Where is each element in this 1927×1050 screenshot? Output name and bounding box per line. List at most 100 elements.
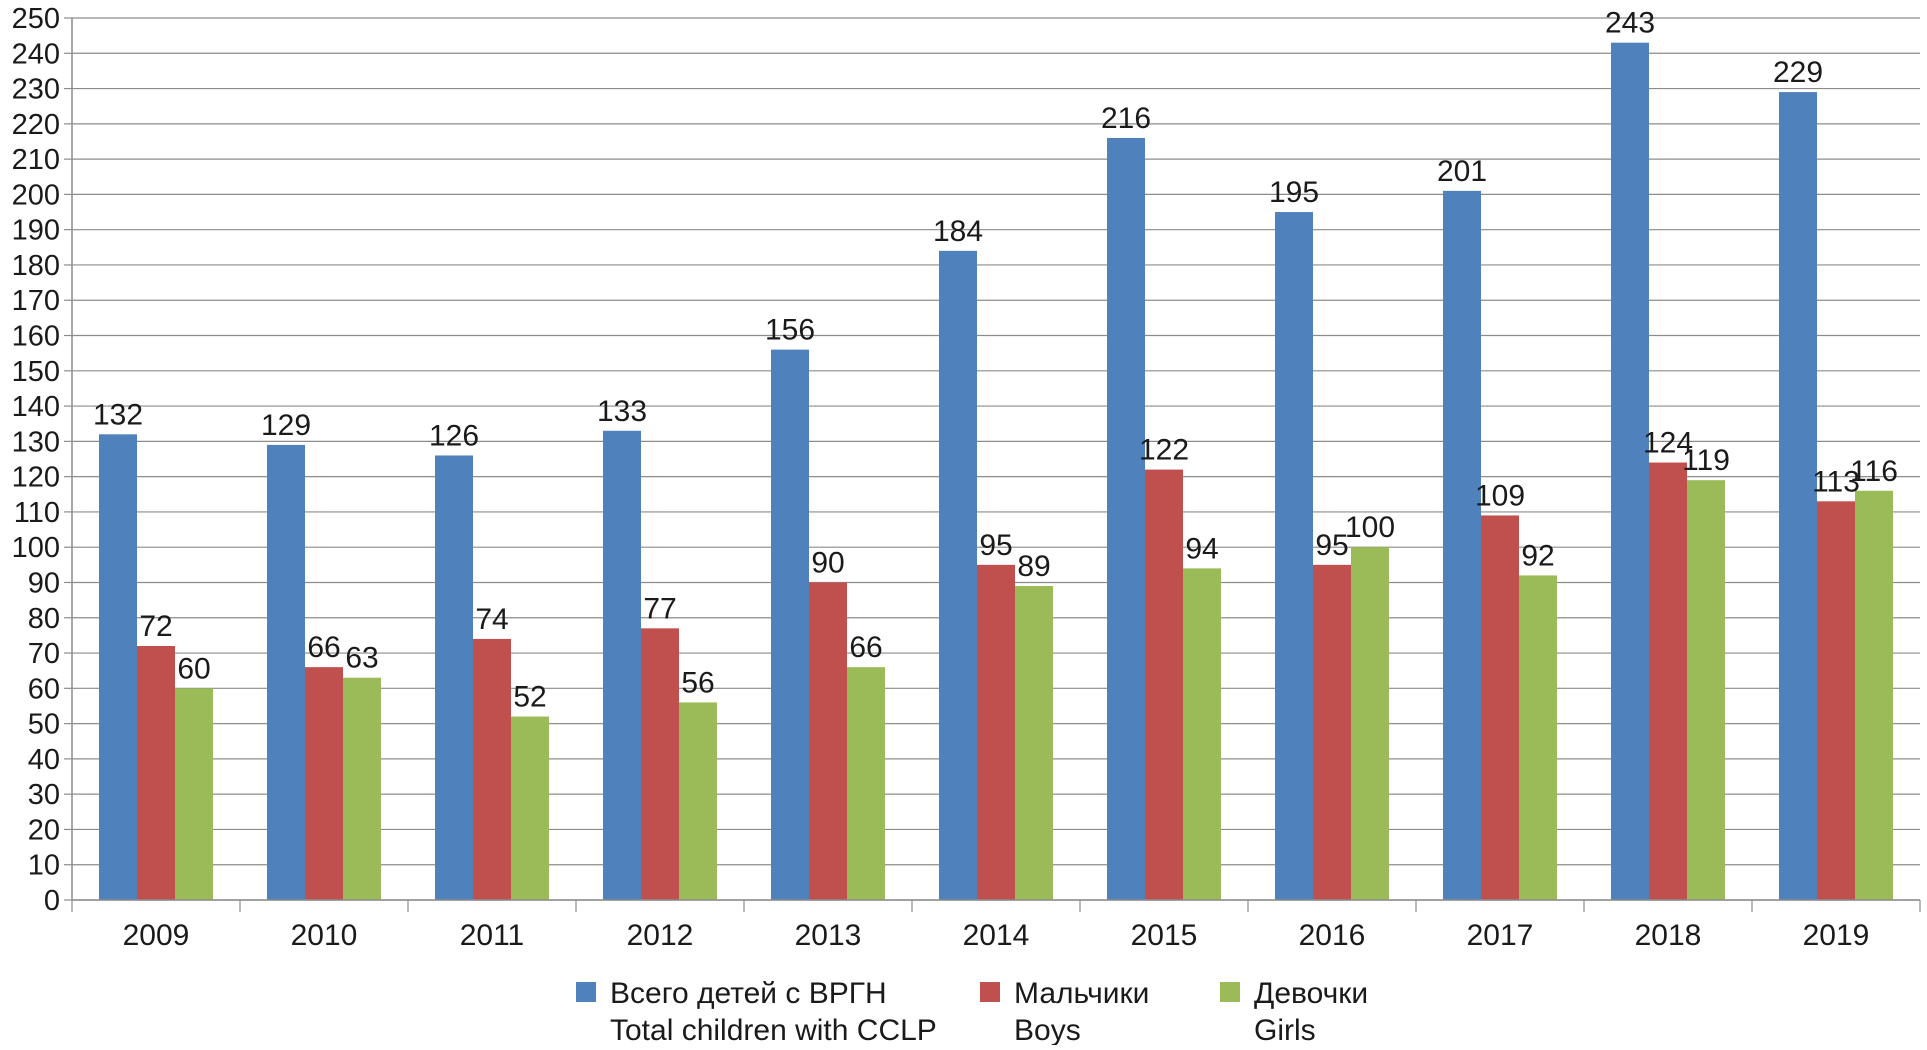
bar-girls (1855, 490, 1893, 900)
axes: 0102030405060708090100110120130140150160… (12, 3, 1921, 952)
bar-total (1275, 212, 1313, 901)
y-tick-label: 130 (12, 426, 60, 458)
data-label: 66 (307, 631, 340, 664)
bar-boys (809, 582, 847, 900)
data-label: 94 (1185, 532, 1218, 565)
data-label: 184 (933, 215, 983, 248)
bar-girls (1351, 547, 1389, 900)
x-tick-label: 2014 (963, 919, 1030, 952)
data-label: 92 (1521, 539, 1554, 572)
legend-label: Девочки (1254, 977, 1368, 1010)
data-label: 132 (93, 398, 143, 431)
x-tick-label: 2018 (1635, 919, 1702, 952)
data-label: 72 (139, 610, 172, 643)
legend-swatch (576, 982, 596, 1002)
data-label: 95 (979, 529, 1012, 562)
data-label: 90 (811, 546, 844, 579)
x-tick-label: 2015 (1131, 919, 1198, 952)
y-tick-label: 20 (28, 814, 60, 846)
y-tick-label: 240 (12, 38, 60, 70)
bar-total (1443, 190, 1481, 900)
legend-label: Мальчики (1014, 977, 1149, 1010)
data-label: 216 (1101, 102, 1151, 135)
data-label: 195 (1269, 176, 1319, 209)
bar-boys (305, 667, 343, 900)
legend-label-en: Total children with CCLP (610, 1014, 937, 1045)
data-label: 129 (261, 409, 311, 442)
data-label: 243 (1605, 7, 1655, 40)
data-label: 229 (1773, 56, 1823, 89)
data-label: 74 (475, 603, 508, 636)
x-tick-label: 2019 (1803, 919, 1870, 952)
y-tick-label: 10 (28, 850, 60, 882)
data-label: 56 (681, 666, 714, 699)
bar-boys (137, 645, 175, 900)
y-tick-label: 70 (28, 638, 60, 670)
data-label: 63 (345, 642, 378, 675)
legend-swatch (980, 982, 1000, 1002)
bar-boys (641, 628, 679, 900)
legend-label-en: Girls (1254, 1014, 1316, 1045)
bar-total (267, 444, 305, 900)
legend-label: Всего детей с ВРГН (610, 977, 887, 1010)
data-label: 156 (765, 314, 815, 347)
legend-swatch (1220, 982, 1240, 1002)
y-tick-label: 180 (12, 250, 60, 282)
y-tick-label: 30 (28, 779, 60, 811)
bar-girls (847, 667, 885, 900)
y-tick-label: 40 (28, 744, 60, 776)
y-tick-label: 190 (12, 215, 60, 247)
x-tick-label: 2011 (460, 919, 525, 952)
x-tick-label: 2017 (1467, 919, 1534, 952)
data-label: 109 (1475, 479, 1525, 512)
y-tick-label: 100 (12, 532, 60, 564)
bar-boys (977, 564, 1015, 900)
y-tick-label: 220 (12, 109, 60, 141)
bar-girls (175, 688, 213, 900)
y-tick-label: 250 (12, 3, 60, 35)
bar-boys (1817, 501, 1855, 900)
data-label: 100 (1345, 511, 1395, 544)
data-label: 126 (429, 419, 479, 452)
y-tick-label: 50 (28, 709, 60, 741)
bar-girls (679, 702, 717, 900)
bar-total (435, 455, 473, 900)
data-label: 119 (1682, 444, 1730, 477)
bar-total (1611, 42, 1649, 901)
y-tick-label: 150 (12, 356, 60, 388)
bar-boys (1145, 469, 1183, 900)
legend-label-en: Boys (1014, 1014, 1081, 1045)
x-tick-label: 2016 (1299, 919, 1366, 952)
x-tick-label: 2012 (627, 919, 694, 952)
bars (99, 42, 1893, 901)
bar-total (939, 250, 977, 900)
y-tick-label: 90 (28, 567, 60, 599)
bar-total (99, 434, 137, 900)
bar-total (1107, 137, 1145, 900)
data-label: 89 (1017, 550, 1050, 583)
y-tick-label: 230 (12, 74, 60, 106)
y-tick-label: 80 (28, 603, 60, 635)
y-tick-label: 140 (12, 391, 60, 423)
data-label: 122 (1139, 434, 1189, 467)
bar-total (603, 430, 641, 900)
y-tick-label: 200 (12, 179, 60, 211)
bar-girls (1183, 568, 1221, 900)
x-tick-label: 2013 (795, 919, 862, 952)
bar-girls (511, 716, 549, 900)
legend: Всего детей с ВРГН Total children with CC… (576, 977, 1368, 1047)
y-tick-label: 60 (28, 673, 60, 705)
y-tick-label: 120 (12, 462, 60, 494)
bar-boys (1313, 564, 1351, 900)
bar-boys (1481, 515, 1519, 900)
y-tick-label: 110 (14, 497, 60, 529)
data-label: 60 (177, 652, 210, 685)
data-label: 124 (1643, 427, 1693, 460)
data-label: 116 (1850, 455, 1898, 488)
data-label: 201 (1437, 155, 1487, 188)
bar-total (1779, 92, 1817, 900)
bar-boys (473, 638, 511, 900)
